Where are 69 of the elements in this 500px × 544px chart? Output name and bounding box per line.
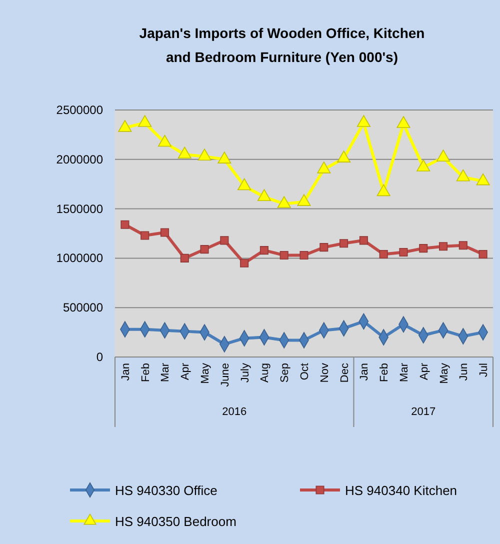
point	[238, 178, 252, 190]
x-tick-label: Jun	[458, 363, 470, 381]
x-tick-label: Apr	[180, 362, 192, 380]
point	[458, 241, 468, 250]
y-tick-label: 1000000	[56, 251, 104, 266]
x-tick-label: Apr	[418, 362, 430, 380]
x-tick-label: Jul	[478, 363, 490, 378]
x-tick-label: Oct	[299, 363, 311, 380]
point	[277, 196, 291, 208]
point	[118, 120, 132, 132]
y-tick-label: 2000000	[56, 152, 104, 166]
point	[180, 254, 189, 262]
x-tick-label: Feb	[140, 363, 152, 382]
x-tick-label: Mar	[398, 362, 410, 382]
x-tick-label: June	[219, 363, 232, 387]
point	[337, 150, 351, 162]
y-tick-label: 500000	[62, 300, 104, 315]
x-tick-label: May	[200, 362, 212, 384]
x-tick-label: Dec	[338, 362, 351, 383]
y-tick-label: 0	[96, 350, 104, 364]
point	[436, 150, 450, 162]
point	[320, 243, 328, 252]
text: 2017	[411, 406, 436, 418]
point	[379, 250, 388, 259]
point	[218, 152, 232, 164]
point	[359, 236, 368, 245]
point	[257, 189, 271, 202]
legend-label: HS 940350 Bedroom	[115, 514, 236, 529]
point	[478, 250, 488, 259]
point	[376, 184, 390, 196]
point	[220, 236, 229, 245]
point	[456, 169, 470, 182]
y-tick-label: 2500000	[56, 103, 104, 117]
point	[120, 220, 130, 229]
x-tick-label: Feb	[378, 363, 391, 382]
x-tick-label: Mar	[160, 362, 172, 382]
point	[476, 173, 490, 186]
x-tick-label: Jan	[120, 363, 132, 381]
point	[138, 115, 152, 127]
text: 2016	[222, 406, 247, 418]
point	[160, 228, 170, 237]
legend-label: HS 940340 Kitchen	[345, 483, 458, 498]
point	[356, 115, 370, 127]
chart-title: Japan's Imports of Wooden Office, Kitchen and Bedroom Furniture (Yen 000's)	[139, 25, 425, 65]
point	[200, 245, 209, 254]
y-tick-label: 1500000	[56, 202, 104, 216]
point	[260, 246, 268, 255]
x-tick-label: May	[438, 362, 450, 384]
point	[198, 148, 212, 161]
point	[178, 146, 192, 159]
x-tick-label: Nov	[318, 362, 331, 383]
x-tick-label: July	[239, 362, 252, 383]
point	[438, 242, 448, 251]
point	[300, 250, 308, 260]
point	[140, 231, 150, 240]
point	[416, 160, 430, 172]
x-tick-label: Aug	[259, 363, 272, 383]
point	[297, 194, 311, 206]
x-tick-label: Sep	[279, 363, 292, 383]
point	[399, 248, 408, 257]
point	[340, 239, 348, 248]
point	[280, 250, 288, 260]
legend-label: HS 940330 Office	[115, 483, 218, 498]
point	[158, 134, 172, 147]
point	[317, 162, 331, 174]
point	[396, 116, 410, 128]
point	[240, 258, 249, 268]
point	[419, 244, 428, 253]
x-tick-label: Jan	[358, 363, 371, 381]
